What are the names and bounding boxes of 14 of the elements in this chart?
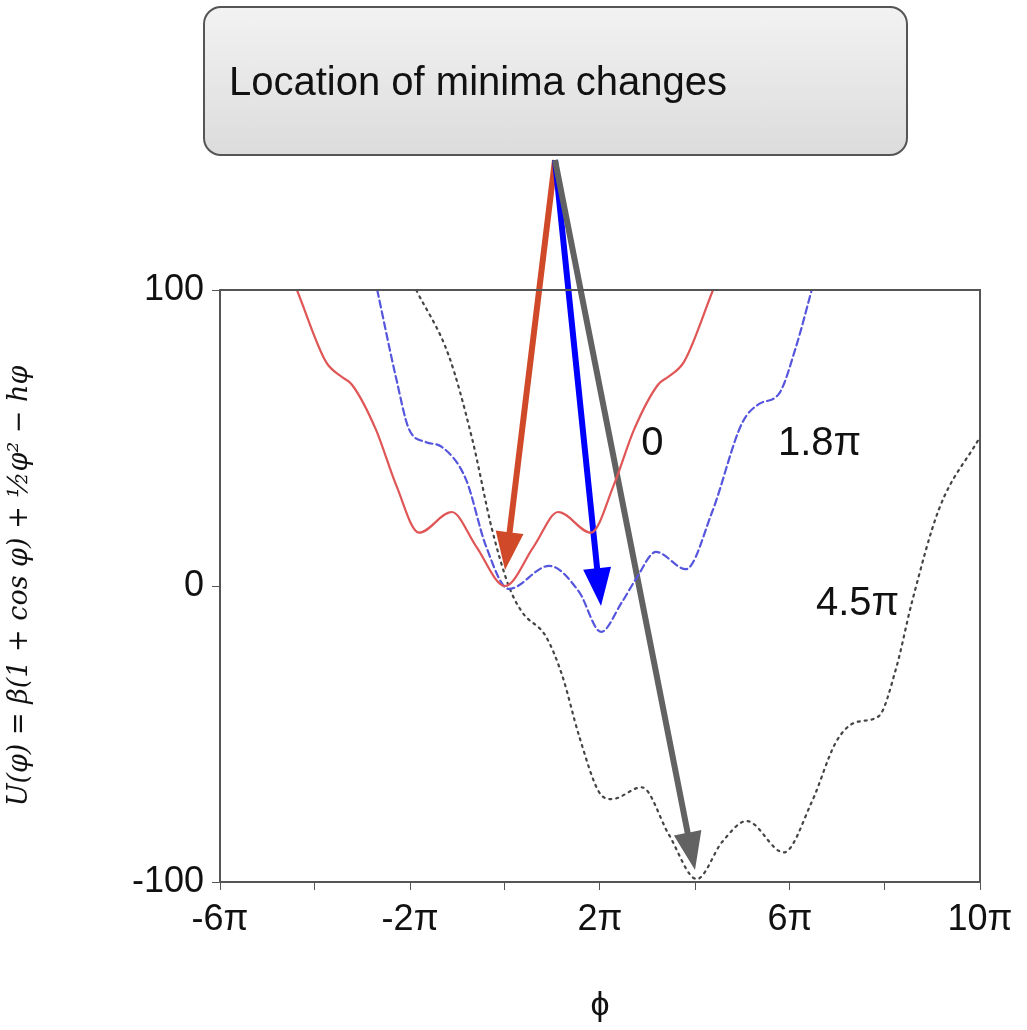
- y-tick-label: 100: [143, 266, 204, 308]
- y-tick-label: 0: [183, 562, 204, 604]
- series-label: 1.8π: [778, 418, 862, 463]
- x-tick-label: 2π: [577, 896, 623, 938]
- x-tick-label: 6π: [767, 896, 813, 938]
- x-axis-title: ϕ: [590, 983, 610, 1022]
- y-axis-title: U(φ) = β(1 + cos φ) + ½φ² − hφ: [2, 365, 34, 807]
- x-tick-label: 10π: [947, 896, 1013, 938]
- series-label: 4.5π: [816, 578, 900, 623]
- line-series: [415, 290, 980, 881]
- text: Location of minima changes: [203, 6, 908, 156]
- series-label: 0: [641, 418, 664, 463]
- line-series: [295, 290, 715, 588]
- x-tick-label: -2π: [381, 896, 439, 938]
